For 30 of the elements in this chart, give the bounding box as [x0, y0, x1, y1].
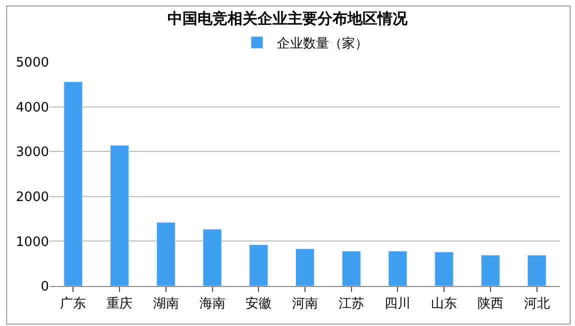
x-tick-label: 江苏 — [338, 296, 364, 312]
y-tick-label: 2000 — [16, 190, 49, 205]
bar — [202, 228, 222, 286]
x-tick-label: 山东 — [431, 296, 458, 312]
x-tick-label: 海南 — [199, 296, 226, 312]
bar — [64, 81, 83, 286]
bar — [434, 252, 454, 286]
y-tick-label: 0 — [40, 280, 49, 295]
x-tick-label: 河南 — [292, 296, 318, 312]
bar — [480, 254, 500, 286]
y-tick-label: 4000 — [16, 100, 49, 116]
bar — [295, 248, 315, 286]
chart-title: 中国电竞相关企业主要分布地区情况 — [168, 10, 408, 28]
x-tick-label: 广东 — [60, 296, 86, 312]
x-tick-label: 四川 — [384, 296, 411, 312]
x-tick-label: 安徽 — [246, 296, 272, 312]
y-tick-label: 5000 — [16, 56, 49, 71]
legend-label: 企业数量（家） — [277, 36, 368, 52]
x-tick-label: 重庆 — [106, 296, 133, 312]
x-tick-label: 陕西 — [477, 296, 504, 312]
bar — [110, 145, 130, 286]
y-tick-label: 3000 — [16, 145, 49, 160]
x-tick-label: 湖南 — [152, 296, 179, 312]
y-tick-label: 1000 — [16, 234, 49, 250]
x-tick-label: 河北 — [524, 296, 550, 312]
bar — [156, 222, 176, 286]
bar — [342, 250, 361, 286]
bar — [249, 244, 268, 286]
bar — [388, 250, 408, 286]
bar — [527, 254, 546, 286]
